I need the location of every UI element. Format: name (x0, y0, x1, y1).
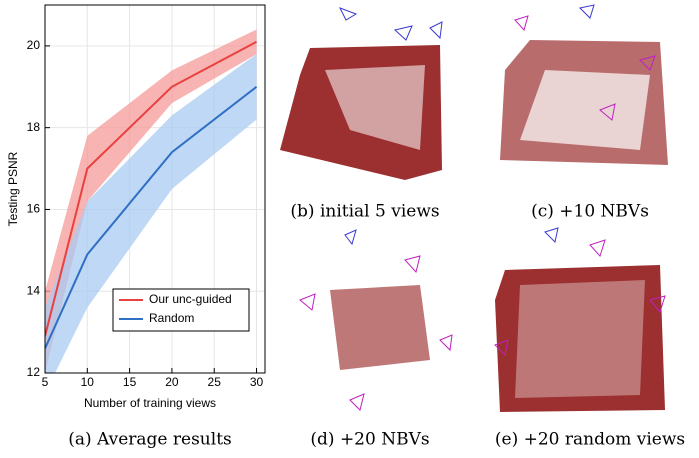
caption: (d) +20 NBVs (310, 430, 429, 450)
y-axis-label: Testing PSNR (6, 151, 20, 226)
x-tick-label: 15 (123, 375, 137, 389)
y-tick-label: 16 (27, 202, 41, 216)
panel-d (299, 229, 453, 411)
x-tick-label: 5 (42, 375, 49, 389)
x-axis-label: Number of training views (84, 396, 216, 410)
plot-frame (44, 4, 266, 374)
y-tick-label: 12 (27, 365, 41, 379)
y-tick-label: 20 (27, 38, 41, 52)
caption: (e) +20 random views (495, 430, 685, 450)
x-tick-label: 25 (208, 375, 222, 389)
line (45, 85, 258, 349)
x-tick-label: 20 (165, 375, 179, 389)
panel-b (280, 7, 443, 180)
legend-label: Random (149, 311, 194, 325)
error-band (45, 54, 257, 373)
caption: (c) +10 NBVs (531, 202, 649, 222)
panel-e (494, 227, 666, 412)
caption: (a) Average results (68, 430, 232, 450)
legend-label: Our unc-guided (149, 292, 232, 306)
error-band (45, 29, 257, 373)
x-tick-label: 30 (250, 375, 264, 389)
y-tick-label: 14 (27, 283, 41, 297)
legend-box (112, 288, 250, 332)
panel-c (500, 4, 668, 165)
y-tick-label: 18 (27, 120, 41, 134)
caption: (b) initial 5 views (290, 202, 439, 222)
x-tick-label: 10 (81, 375, 95, 389)
line (45, 40, 258, 337)
